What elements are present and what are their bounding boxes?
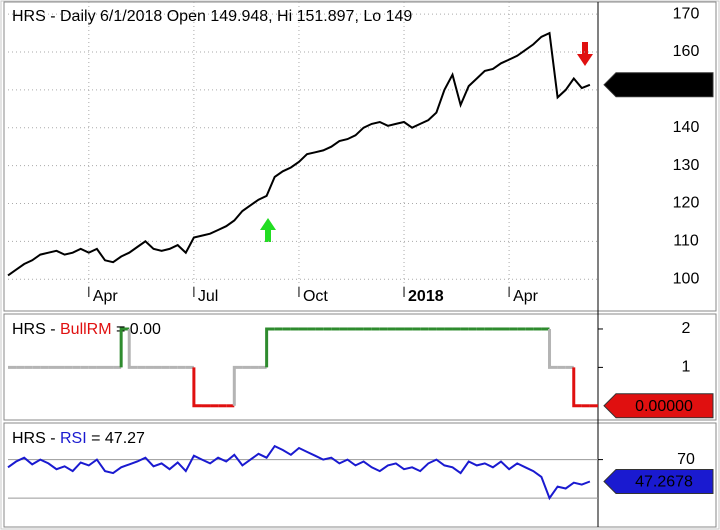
step-segment (127, 328, 138, 369)
chart-title: HRS - Daily 6/1/2018 Open 149.948, Hi 15… (12, 8, 412, 25)
last-value-label: 47.2678 (635, 474, 693, 491)
title-part: BullRM (60, 321, 112, 338)
last-value-tag (603, 72, 714, 98)
title-part: RSI (60, 430, 87, 447)
y-tick-label: 130 (673, 157, 700, 174)
x-tick-label: 2018 (408, 288, 444, 305)
title-part: HRS - (12, 321, 60, 338)
y-tick-label: 70 (677, 451, 695, 468)
last-value-label: 0.00000 (635, 398, 693, 415)
last-value-tag (603, 393, 714, 419)
price-line (7, 31, 591, 277)
last-value-tag (603, 468, 714, 494)
y-tick-label: 170 (673, 5, 700, 22)
sell-arrow (577, 42, 593, 66)
x-tick-label: Oct (303, 288, 328, 305)
title-part: HRS - (12, 430, 60, 447)
panel-title: HRS - RSI = 47.27 (12, 430, 145, 447)
panel-bullrm (3, 313, 717, 421)
step-segment (548, 328, 558, 369)
title-part: = 0.00 (112, 321, 161, 338)
panel-price (3, 1, 717, 312)
step-segment (265, 327, 275, 368)
price-line (7, 444, 591, 501)
y-tick-label: 110 (673, 233, 699, 250)
y-tick-label: 1 (682, 359, 691, 376)
step-segment (192, 367, 202, 408)
title-part: = 47.27 (87, 430, 145, 447)
step-segment (119, 327, 130, 368)
x-tick-label: Apr (93, 288, 119, 305)
y-tick-label: 160 (673, 43, 700, 60)
y-tick-label: 2 (682, 320, 691, 337)
step-segment (572, 367, 582, 408)
x-tick-label: Apr (513, 288, 539, 305)
y-tick-label: 140 (673, 119, 700, 136)
step-segment (232, 365, 243, 406)
buy-arrow (260, 218, 276, 242)
panel-rsi (3, 422, 717, 528)
x-tick-label: Jul (198, 288, 218, 305)
last-value-label: 151.336 (635, 77, 693, 94)
y-tick-label: 120 (673, 195, 700, 212)
y-tick-label: 100 (673, 270, 700, 287)
panel-title: HRS - BullRM = 0.00 (12, 321, 161, 338)
